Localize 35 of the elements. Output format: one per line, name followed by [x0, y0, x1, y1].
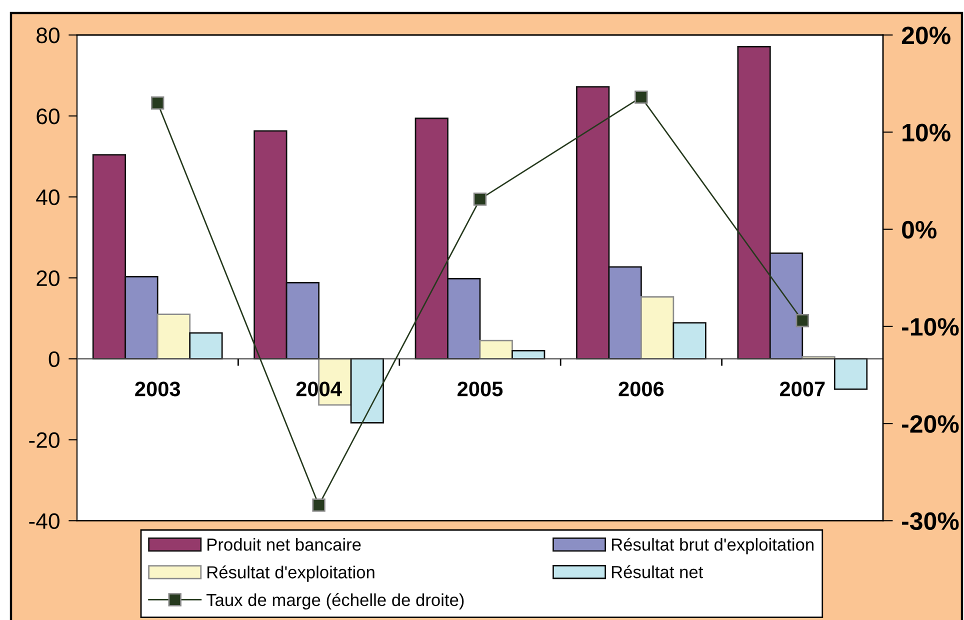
bar [479, 340, 513, 360]
x-tick-label: 2006 [618, 382, 664, 396]
bar [672, 322, 706, 360]
bar [189, 332, 223, 360]
point [151, 96, 164, 110]
x-tick-label: 2005 [458, 382, 503, 396]
legend-label: Résultat net [612, 565, 704, 578]
y2-tick-label: 0% [902, 220, 937, 239]
point [634, 90, 648, 104]
y2-tick-label: -10% [902, 318, 959, 336]
y-tick-label: 20 [36, 270, 60, 286]
bar [350, 358, 384, 424]
legend-label: Produit net bancaire [208, 538, 361, 551]
x-tick-label: 2007 [780, 382, 825, 396]
bar [834, 358, 868, 390]
bar [640, 296, 674, 360]
y-tick-label: 60 [36, 108, 60, 124]
point [312, 498, 326, 512]
x-tick-label: 2003 [135, 382, 180, 396]
y-tick-label: -20 [29, 432, 60, 448]
bar [156, 314, 191, 360]
y2-tick-label: 10% [902, 124, 950, 142]
y2-tick-label: -20% [902, 415, 959, 433]
y-tick-label: -40 [29, 513, 60, 529]
x-tick-label: 2004 [296, 382, 342, 396]
legend-label: Résultat brut d'exploitation [612, 538, 814, 554]
y-tick-label: 40 [36, 189, 60, 206]
y2-tick-label: 20% [902, 26, 950, 44]
y2-tick-label: -30% [902, 512, 959, 530]
legend-label: Résultat d'exploitation [208, 565, 374, 582]
legend-label: Taux de marge (échelle de droite) [206, 593, 464, 610]
point [796, 314, 809, 328]
point [473, 192, 487, 206]
y-tick-label: 0 [48, 351, 60, 368]
y-tick-label: 80 [36, 28, 60, 44]
